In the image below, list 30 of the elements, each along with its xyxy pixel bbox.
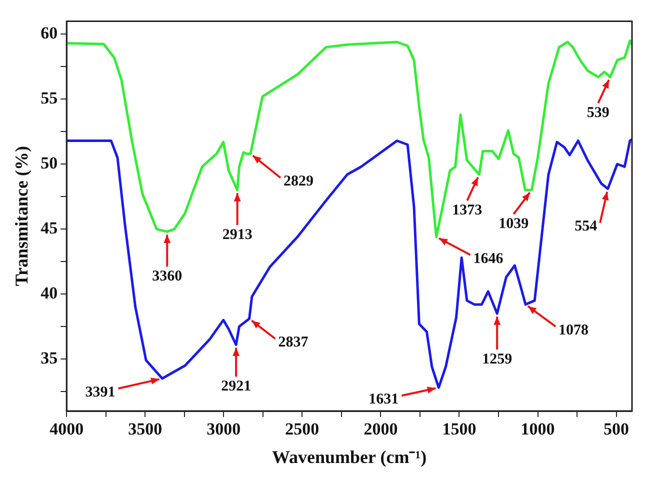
x-tick-label: 2000 — [364, 420, 398, 439]
annotation: 1039 — [498, 216, 529, 232]
y-tick-label: 50 — [40, 154, 58, 173]
annotation: 1078 — [558, 322, 589, 338]
y-tick-label: 45 — [40, 218, 58, 238]
x-tick-label: 3000 — [206, 420, 241, 439]
x-tick-label: 1000 — [520, 420, 555, 439]
annotation: 1373 — [452, 202, 482, 218]
annotation: 1631 — [368, 391, 399, 408]
y-tick-label: 35 — [40, 348, 58, 368]
annotation: 1259 — [482, 351, 512, 368]
annotation: 2913 — [222, 226, 252, 243]
y-tick-label: 55 — [40, 88, 58, 108]
x-tick-label: 1500 — [442, 420, 476, 439]
annotation: 3391 — [85, 384, 116, 400]
annotation: 539 — [586, 104, 610, 121]
annotation: 3360 — [152, 268, 182, 285]
annotation: 2837 — [278, 334, 309, 351]
annotation: 2921 — [221, 378, 252, 395]
y-axis-title: Transmitance (%) — [11, 146, 32, 286]
x-tick-label: 4000 — [50, 420, 84, 439]
x-tick-label: 2500 — [285, 420, 320, 439]
x-axis-title: Wavenumber (cm⁻¹) — [272, 446, 427, 467]
x-tick-label: 500 — [604, 420, 630, 439]
y-tick-label: 60 — [40, 24, 58, 43]
annotation: 1646 — [473, 250, 504, 267]
x-tick-label: 3500 — [128, 420, 162, 439]
annotation: 554 — [574, 218, 598, 235]
annotation: 2829 — [284, 174, 314, 190]
y-tick-label: 40 — [40, 283, 58, 302]
